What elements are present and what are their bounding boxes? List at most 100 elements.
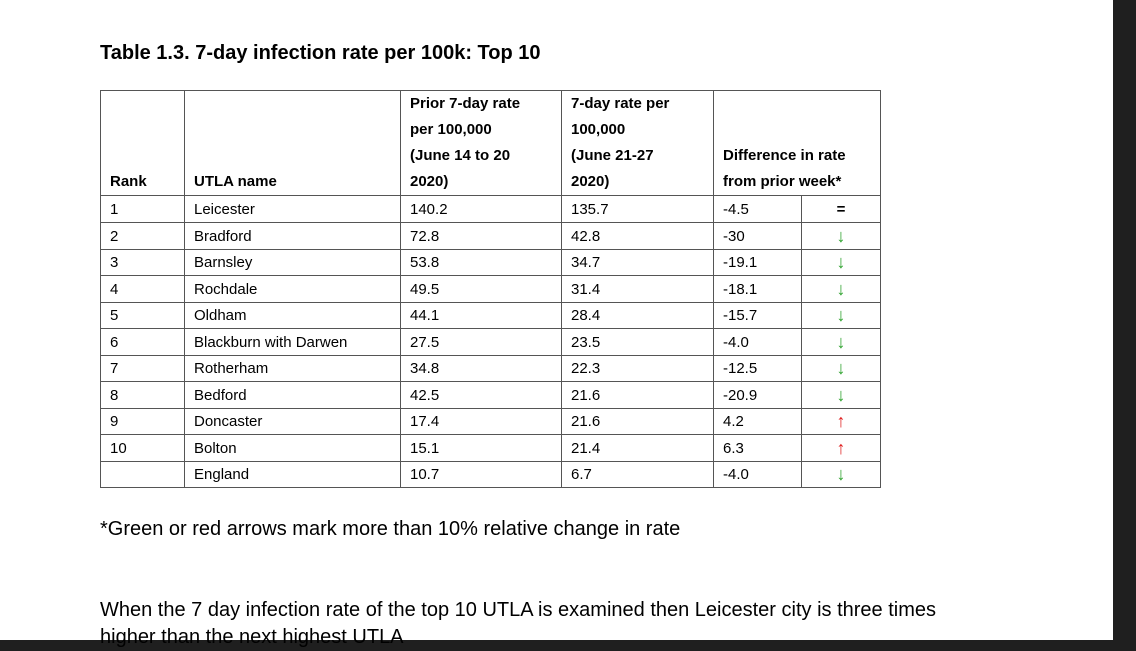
- arrow-down-icon: ↓: [836, 464, 846, 484]
- difference-cell: -4.0: [713, 328, 802, 356]
- table-header-row: Rank UTLA name Prior 7-day rate per 100,…: [100, 90, 882, 196]
- difference-cell: -12.5: [713, 354, 802, 382]
- difference-cell: -4.0: [713, 460, 802, 488]
- rank-cell: 2: [100, 222, 185, 250]
- difference-cell: -30: [713, 222, 802, 250]
- equal-icon: =: [836, 201, 846, 218]
- current-rate-cell: 22.3: [561, 354, 714, 382]
- table-row: England 10.7 6.7 -4.0 ↓: [100, 460, 882, 488]
- rank-cell: 6: [100, 328, 185, 356]
- arrow-down-icon: ↓: [836, 225, 846, 246]
- difference-cell: 6.3: [713, 434, 802, 462]
- header-utla-name: UTLA name: [184, 90, 401, 196]
- prior-rate-cell: 42.5: [400, 381, 562, 409]
- change-indicator-cell: ↓: [800, 460, 882, 488]
- prior-rate-cell: 15.1: [400, 434, 562, 462]
- document-page: Table 1.3. 7-day infection rate per 100k…: [0, 0, 1113, 648]
- table-title: Table 1.3. 7-day infection rate per 100k…: [100, 42, 541, 64]
- rank-cell: 9: [100, 407, 185, 435]
- current-rate-cell: 21.4: [561, 434, 714, 462]
- arrow-down-icon: ↓: [836, 331, 846, 352]
- arrow-down-icon: ↓: [836, 358, 846, 378]
- utla-name-cell: Blackburn with Darwen: [184, 328, 401, 356]
- prior-rate-cell: 49.5: [400, 275, 562, 303]
- header-difference: Difference in rate from prior week*: [712, 90, 882, 196]
- arrow-down-icon: ↓: [836, 278, 846, 299]
- change-indicator-cell: ↓: [800, 354, 882, 382]
- current-rate-cell: 21.6: [561, 407, 714, 435]
- table-row: 5 Oldham 44.1 28.4 -15.7 ↓: [100, 301, 882, 329]
- utla-name-cell: Bolton: [184, 434, 401, 462]
- change-indicator-cell: ↓: [800, 248, 882, 276]
- difference-cell: -19.1: [713, 248, 802, 276]
- utla-name-cell: Bradford: [184, 222, 401, 250]
- current-rate-cell: 31.4: [561, 275, 714, 303]
- rank-cell: 1: [100, 195, 185, 223]
- prior-rate-cell: 44.1: [400, 301, 562, 329]
- header-prior-rate: Prior 7-day rate per 100,000 (June 14 to…: [400, 90, 562, 196]
- current-rate-cell: 42.8: [561, 222, 714, 250]
- prior-rate-cell: 17.4: [400, 407, 562, 435]
- table-row: 9 Doncaster 17.4 21.6 4.2 ↑: [100, 407, 882, 435]
- arrow-up-icon: ↑: [836, 411, 846, 431]
- utla-name-cell: Rochdale: [184, 275, 401, 303]
- rank-cell: 4: [100, 275, 185, 303]
- table-row: 7 Rotherham 34.8 22.3 -12.5 ↓: [100, 354, 882, 382]
- change-indicator-cell: ↑: [800, 434, 882, 462]
- rank-cell: 7: [100, 354, 185, 382]
- change-indicator-cell: ↑: [800, 407, 882, 435]
- difference-cell: -20.9: [713, 381, 802, 409]
- change-indicator-cell: ↓: [800, 328, 882, 356]
- utla-name-cell: Oldham: [184, 301, 401, 329]
- arrow-down-icon: ↓: [836, 252, 846, 272]
- utla-name-cell: Doncaster: [184, 407, 401, 435]
- rank-cell: 8: [100, 381, 185, 409]
- rank-cell: [100, 460, 185, 488]
- table-row: 3 Barnsley 53.8 34.7 -19.1 ↓: [100, 248, 882, 276]
- footnote: *Green or red arrows mark more than 10% …: [100, 518, 681, 540]
- utla-name-cell: Barnsley: [184, 248, 401, 276]
- change-indicator-cell: =: [800, 195, 882, 223]
- table-row: 10 Bolton 15.1 21.4 6.3 ↑: [100, 434, 882, 462]
- arrow-up-icon: ↑: [836, 437, 846, 458]
- prior-rate-cell: 53.8: [400, 248, 562, 276]
- change-indicator-cell: ↓: [800, 381, 882, 409]
- utla-name-cell: Leicester: [184, 195, 401, 223]
- rank-cell: 3: [100, 248, 185, 276]
- utla-name-cell: Rotherham: [184, 354, 401, 382]
- infection-rate-table: Rank UTLA name Prior 7-day rate per 100,…: [100, 90, 882, 488]
- table-row: 4 Rochdale 49.5 31.4 -18.1 ↓: [100, 275, 882, 303]
- difference-cell: -4.5: [713, 195, 802, 223]
- current-rate-cell: 135.7: [561, 195, 714, 223]
- utla-name-cell: Bedford: [184, 381, 401, 409]
- current-rate-cell: 34.7: [561, 248, 714, 276]
- difference-cell: -18.1: [713, 275, 802, 303]
- prior-rate-cell: 140.2: [400, 195, 562, 223]
- body-paragraph: When the 7 day infection rate of the top…: [100, 599, 936, 648]
- difference-cell: -15.7: [713, 301, 802, 329]
- difference-cell: 4.2: [713, 407, 802, 435]
- table-row: 8 Bedford 42.5 21.6 -20.9 ↓: [100, 381, 882, 409]
- prior-rate-cell: 72.8: [400, 222, 562, 250]
- rank-cell: 5: [100, 301, 185, 329]
- header-current-rate: 7-day rate per 100,000 (June 21-27 2020): [561, 90, 714, 196]
- change-indicator-cell: ↓: [800, 301, 882, 329]
- prior-rate-cell: 10.7: [400, 460, 562, 488]
- arrow-down-icon: ↓: [836, 384, 846, 405]
- table-row: 2 Bradford 72.8 42.8 -30 ↓: [100, 222, 882, 250]
- arrow-down-icon: ↓: [836, 305, 846, 325]
- current-rate-cell: 21.6: [561, 381, 714, 409]
- rank-cell: 10: [100, 434, 185, 462]
- prior-rate-cell: 27.5: [400, 328, 562, 356]
- table-body: 1 Leicester 140.2 135.7 -4.5 = 2 Bradford 72.8 42…: [100, 195, 882, 488]
- current-rate-cell: 23.5: [561, 328, 714, 356]
- prior-rate-cell: 34.8: [400, 354, 562, 382]
- utla-name-cell: England: [184, 460, 401, 488]
- current-rate-cell: 6.7: [561, 460, 714, 488]
- table-row: 1 Leicester 140.2 135.7 -4.5 =: [100, 195, 882, 223]
- header-rank: Rank: [100, 90, 185, 196]
- table-row: 6 Blackburn with Darwen 27.5 23.5 -4.0 ↓: [100, 328, 882, 356]
- change-indicator-cell: ↓: [800, 222, 882, 250]
- current-rate-cell: 28.4: [561, 301, 714, 329]
- change-indicator-cell: ↓: [800, 275, 882, 303]
